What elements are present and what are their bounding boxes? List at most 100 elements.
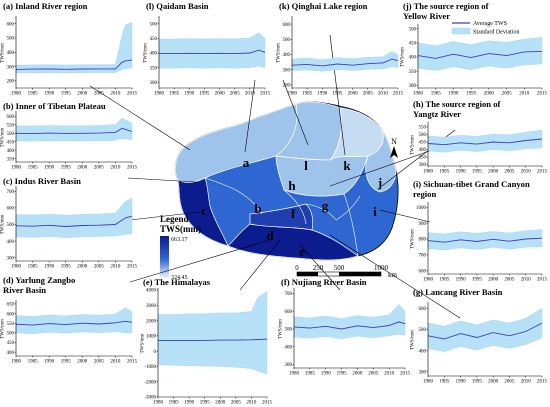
avg-line-f bbox=[293, 321, 406, 330]
panel-i: 1980 1985 1990 1995 2000 2005 2010 2015 600 700 80… bbox=[411, 179, 548, 283]
y-tick-label: 550 bbox=[7, 124, 15, 129]
y-tick-label: 500 bbox=[7, 132, 15, 137]
y-tick-label: 0 bbox=[154, 350, 157, 355]
y-tick-label: 500 bbox=[409, 28, 417, 33]
x-tick-label: 1985 bbox=[305, 372, 316, 377]
panel-h: 1980 1985 1990 1995 2000 2005 2010 2015 300 350 40… bbox=[411, 99, 548, 175]
y-axis-label-j: TWS/mm bbox=[401, 47, 406, 67]
x-tick-label: 1990 bbox=[184, 92, 195, 97]
avg-line-b bbox=[15, 127, 133, 135]
x-tick-label: 1995 bbox=[332, 92, 343, 97]
y-tick-label: 2000 bbox=[146, 319, 157, 324]
x-tick-label: 2005 bbox=[94, 92, 105, 97]
x-tick-label: 2015 bbox=[537, 380, 548, 385]
x-tick-label: 2015 bbox=[537, 278, 548, 283]
y-tick-label: 350 bbox=[419, 156, 427, 161]
panel-g: 1980 1985 1990 1995 2000 2005 2010 2015 300 400 50… bbox=[411, 287, 548, 385]
x-tick-label: 1985 bbox=[169, 401, 180, 406]
panel-title-a: (a) Inland River region bbox=[3, 1, 88, 11]
y-tick-label: 700 bbox=[285, 292, 293, 297]
y-tick-label: 600 bbox=[7, 22, 15, 27]
map-letter-b: b bbox=[254, 201, 261, 216]
leader-line bbox=[329, 147, 439, 187]
panel-title-g: (g) Lancang River Basin bbox=[413, 287, 503, 297]
y-tick-label: 800 bbox=[419, 238, 427, 243]
y-tick-label: 450 bbox=[419, 141, 427, 146]
panel-title-h: (h) The source region of bbox=[413, 99, 501, 109]
leader-line bbox=[329, 234, 461, 319]
x-tick-label: 2015 bbox=[127, 265, 138, 270]
y-tick-label: 500 bbox=[283, 38, 291, 43]
leader-line bbox=[129, 239, 271, 283]
x-tick-label: 1980 bbox=[423, 170, 434, 175]
x-tick-label: 1985 bbox=[28, 92, 39, 97]
panel-title-c: (c) Indus River Basin bbox=[3, 176, 81, 186]
x-tick-label: 1995 bbox=[61, 92, 72, 97]
north-label: N bbox=[391, 137, 397, 146]
map-legend-min: 324.45 bbox=[171, 275, 188, 281]
x-tick-label: 2005 bbox=[94, 360, 105, 365]
x-tick-label: 2000 bbox=[77, 360, 88, 365]
avg-line-l bbox=[159, 49, 266, 55]
y-tick-label: 600 bbox=[283, 23, 291, 28]
north-arrow: N bbox=[390, 137, 398, 158]
panel-title-l: (l) Qaidam Basin bbox=[146, 1, 209, 11]
y-tick-label: 500 bbox=[419, 133, 427, 138]
x-tick-label: 1995 bbox=[472, 380, 483, 385]
sd-band-d bbox=[15, 307, 133, 335]
y-tick-label: 3000 bbox=[146, 304, 157, 309]
x-tick-label: 2010 bbox=[521, 278, 532, 283]
x-tick-label: 1995 bbox=[472, 170, 483, 175]
region-d-yarlung-zangbo bbox=[249, 203, 314, 231]
x-tick-label: 1980 bbox=[153, 401, 164, 406]
y-tick-label: 300 bbox=[419, 163, 427, 168]
y-tick-label: -2000 bbox=[144, 380, 156, 385]
sd-band-b bbox=[15, 117, 133, 142]
y-tick-label: 500 bbox=[7, 332, 15, 337]
x-tick-label: 1990 bbox=[184, 401, 195, 406]
x-tick-label: 1985 bbox=[302, 92, 313, 97]
y-tick-label: 400 bbox=[7, 51, 15, 56]
panel-d: 1980 1985 1990 1995 2000 2005 2010 2015 400 450 50… bbox=[1, 275, 138, 365]
map-letter-d: d bbox=[266, 228, 274, 243]
sd-band-l bbox=[158, 32, 266, 69]
avg-line-i bbox=[427, 237, 543, 243]
x-tick-label: 2005 bbox=[502, 92, 513, 97]
sd-band-i bbox=[427, 229, 543, 251]
y-axis-label-f: TWS/mm bbox=[279, 319, 284, 339]
y-tick-label: 400 bbox=[7, 149, 15, 154]
series-legend: Average TWS Standard Deviation bbox=[451, 21, 520, 36]
y-tick-label: 200 bbox=[283, 84, 291, 89]
x-tick-label: 2000 bbox=[352, 372, 363, 377]
y-tick-label: 400 bbox=[419, 349, 427, 354]
panel-title-d: River Basin bbox=[3, 285, 46, 295]
x-tick-label: 2010 bbox=[521, 380, 532, 385]
y-axis-label-c: TWS/mm bbox=[1, 215, 6, 235]
y-axis-label-a: TWS/mm bbox=[1, 43, 6, 63]
x-tick-label: 2000 bbox=[77, 166, 88, 171]
x-tick-label: 2015 bbox=[537, 170, 548, 175]
y-tick-label: 600 bbox=[7, 207, 15, 212]
leader-line bbox=[329, 34, 346, 156]
y-tick-label: 650 bbox=[7, 303, 15, 308]
x-tick-label: 2000 bbox=[77, 265, 88, 270]
map-letter-f: f bbox=[291, 206, 296, 221]
map-letter-h: h bbox=[288, 178, 296, 193]
sd-band-f bbox=[293, 303, 406, 340]
y-tick-label: 400 bbox=[419, 148, 427, 153]
scale-tick-label: 250 bbox=[313, 264, 324, 272]
legend-avg-label: Average TWS bbox=[473, 21, 507, 27]
x-tick-label: 2000 bbox=[348, 92, 359, 97]
x-tick-label: 1995 bbox=[61, 166, 72, 171]
x-tick-label: 1985 bbox=[28, 265, 39, 270]
x-tick-label: 1990 bbox=[44, 360, 55, 365]
y-tick-label: -1000 bbox=[144, 365, 156, 370]
panel-title-i: (i) Sichuan-tibet Grand Canyon bbox=[413, 179, 530, 189]
x-tick-label: 1980 bbox=[289, 372, 300, 377]
x-tick-label: 2015 bbox=[260, 92, 271, 97]
map-letter-e: e bbox=[299, 244, 305, 259]
y-tick-label: 500 bbox=[7, 37, 15, 42]
x-tick-label: 2010 bbox=[110, 360, 121, 365]
